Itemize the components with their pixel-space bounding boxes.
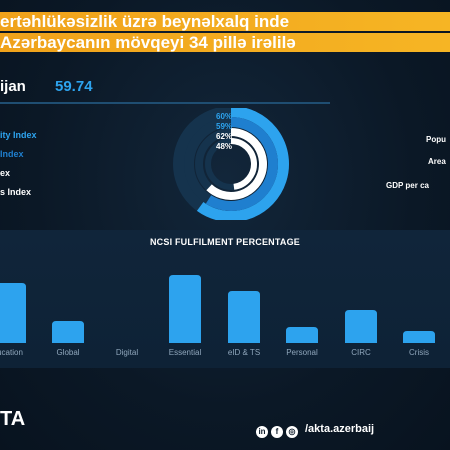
bars-panel	[0, 230, 450, 368]
bar-eid-ts	[228, 291, 260, 343]
linkedin-icon[interactable]: in	[256, 425, 268, 438]
divider	[0, 102, 330, 104]
title-banner-line-1: ertəhlükəsizlik üzrə beynəlxalq inde	[0, 12, 450, 31]
legend-item: ex	[0, 168, 11, 178]
donut-svg	[173, 106, 289, 222]
akta-logo: TA	[0, 408, 26, 430]
ring-arc	[230, 138, 257, 190]
legend-item: ity Index	[0, 130, 37, 140]
bar-circ	[345, 310, 377, 343]
category-label: ucation	[0, 348, 23, 357]
category-label: CIRC	[351, 348, 371, 357]
ring-arc	[196, 106, 289, 222]
bar-chart: ucation Global Digital Essential eID & TS Per…	[0, 275, 435, 357]
bar-personal	[286, 327, 318, 343]
country-score: 59.74	[55, 78, 93, 95]
ring-label: 60%	[216, 112, 233, 121]
category-label: Essential	[169, 348, 202, 357]
category-label: Global	[56, 348, 79, 357]
ring-arc	[206, 128, 267, 200]
chart-title: NCSI FULFILMENT PERCENTAGE	[149, 237, 301, 247]
country-name: ijan	[0, 78, 26, 95]
bar-essential	[169, 275, 201, 343]
stat-population: Popu	[426, 135, 446, 144]
category-label: Crisis	[409, 348, 429, 357]
legend-item: Index	[0, 149, 24, 159]
ring-label: 62%	[216, 132, 233, 141]
legend-item: s Index	[0, 187, 32, 197]
index-donut-chart: 60% 59% 62% 48%	[140, 106, 322, 222]
bar-ucation	[0, 283, 26, 343]
title-line-2: Azərbaycanın mövqeyi 34 pillə irəlilə	[0, 33, 296, 52]
social-handle[interactable]: /akta.azerbaij	[305, 423, 375, 435]
bar-global	[52, 321, 84, 343]
title-banner-line-2: Azərbaycanın mövqeyi 34 pillə irəlilə	[0, 33, 450, 52]
category-label: eID & TS	[228, 348, 260, 357]
title-line-1: ertəhlükəsizlik üzrə beynəlxalq inde	[0, 12, 290, 31]
ring-arc	[205, 117, 278, 211]
stat-area: Area	[428, 157, 446, 166]
index-legend: ity Index Index ex s Index	[0, 126, 90, 202]
social-links: in f ◎	[256, 423, 301, 441]
ring-label: 59%	[216, 122, 233, 131]
stat-gdp: GDP per ca	[386, 181, 429, 190]
instagram-icon[interactable]: ◎	[286, 425, 298, 438]
bar-crisis	[403, 331, 435, 343]
facebook-icon[interactable]: f	[271, 425, 283, 438]
category-label: Personal	[286, 348, 318, 357]
category-label: Digital	[116, 348, 138, 357]
ring-label: 48%	[216, 142, 233, 151]
